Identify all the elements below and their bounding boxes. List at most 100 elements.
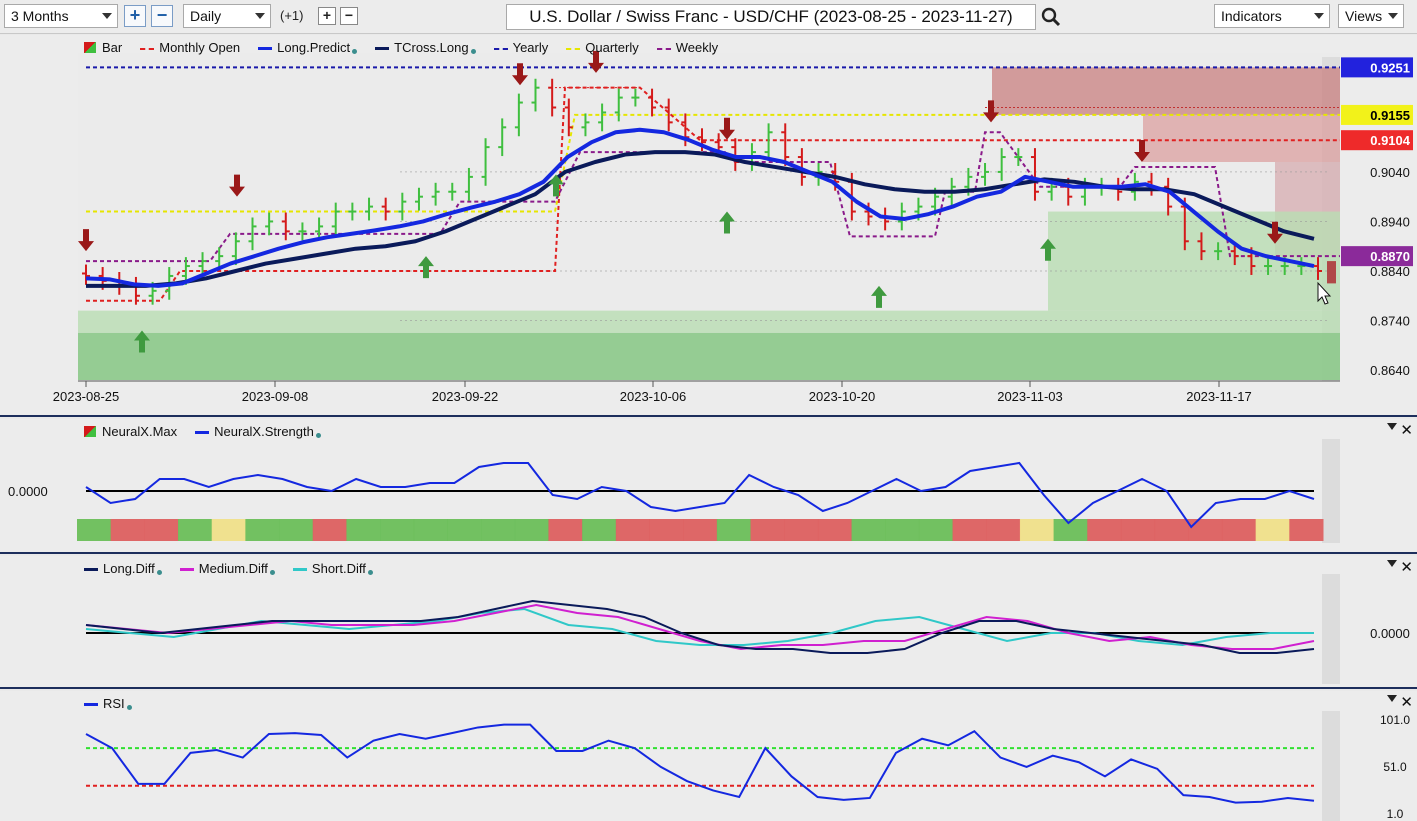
- diff-chart[interactable]: 0.0000: [0, 556, 1417, 689]
- sell-arrow-icon[interactable]: [983, 100, 999, 123]
- legend-swatch: [566, 47, 581, 50]
- buy-arrow-icon[interactable]: [871, 285, 887, 308]
- neuralx-max-segment[interactable]: [279, 519, 314, 541]
- neuralx-max-segment[interactable]: [178, 519, 213, 541]
- close-panel-icon[interactable]: ✕: [1400, 694, 1413, 711]
- settings-dot-icon[interactable]: [156, 570, 162, 575]
- neuralx-max-segment[interactable]: [986, 519, 1021, 541]
- neuralx-max-segment[interactable]: [211, 519, 246, 541]
- close-panel-icon[interactable]: ✕: [1400, 422, 1413, 439]
- rsi-line[interactable]: [85, 723, 1315, 804]
- settings-dot-icon[interactable]: [367, 570, 373, 575]
- settings-dot-icon[interactable]: [269, 570, 275, 575]
- neuralx-max-segment[interactable]: [885, 519, 920, 541]
- close-panel-icon[interactable]: ✕: [1400, 559, 1413, 576]
- neuralx-max-segment[interactable]: [1289, 519, 1324, 541]
- neuralx-max-segment[interactable]: [144, 519, 179, 541]
- views-select[interactable]: Views: [1338, 4, 1404, 28]
- x-axis-tick-label: 2023-11-03: [997, 389, 1063, 404]
- legend-item-neuralx-strength[interactable]: NeuralX.Strength: [195, 424, 321, 439]
- settings-dot-icon[interactable]: [315, 433, 321, 438]
- interval-select[interactable]: Daily: [183, 4, 271, 28]
- legend-item-long-diff[interactable]: Long.Diff: [84, 561, 162, 576]
- sell-arrow-icon[interactable]: [719, 117, 735, 140]
- sell-arrow-icon[interactable]: [1134, 140, 1150, 162]
- legend-item-bar[interactable]: Bar: [84, 40, 122, 55]
- legend-item-short-diff[interactable]: Short.Diff: [292, 561, 373, 576]
- neuralx-max-segment[interactable]: [514, 519, 549, 541]
- neuralx-max-segment[interactable]: [582, 519, 617, 541]
- chart-right-margin: [1322, 574, 1340, 684]
- neuralx-max-segment[interactable]: [1154, 519, 1189, 541]
- settings-dot-icon[interactable]: [126, 705, 132, 710]
- price-chart[interactable]: 0.9040 0.8940 0.8840 0.8740 0.8640 0.9251 0.91…: [0, 35, 1417, 417]
- neuralx-max-segment[interactable]: [649, 519, 684, 541]
- neuralx-max-segment[interactable]: [1221, 519, 1257, 541]
- neuralx-strength-line[interactable]: [85, 461, 1315, 529]
- neuralx-max-segment[interactable]: [346, 519, 381, 541]
- neuralx-max-segment[interactable]: [1053, 519, 1088, 541]
- neuralx-max-segment[interactable]: [312, 519, 347, 541]
- sell-arrow-icon[interactable]: [588, 50, 604, 73]
- buy-arrow-icon[interactable]: [719, 211, 735, 234]
- neuralx-max-segment[interactable]: [481, 519, 516, 541]
- neuralx-max-segment[interactable]: [1019, 519, 1055, 541]
- neuralx-max-segment[interactable]: [548, 519, 583, 541]
- legend-item-neuralx-max[interactable]: NeuralX.Max: [84, 424, 177, 439]
- neuralx-max-segment[interactable]: [1188, 519, 1223, 541]
- neuralx-max-segment[interactable]: [110, 519, 145, 541]
- neuralx-max-segment[interactable]: [952, 519, 987, 541]
- neuralx-max-segment[interactable]: [851, 519, 886, 541]
- legend-item-monthly-open[interactable]: Monthly Open: [140, 40, 240, 55]
- neuralx-max-segment[interactable]: [750, 519, 785, 541]
- neuralx-max-segment[interactable]: [615, 519, 650, 541]
- legend-item-yearly[interactable]: Yearly: [493, 40, 548, 55]
- legend-item-medium-diff[interactable]: Medium.Diff: [179, 561, 275, 576]
- settings-dot-icon[interactable]: [470, 49, 476, 54]
- step-increase-button[interactable]: +: [318, 7, 336, 25]
- settings-dot-icon[interactable]: [352, 49, 358, 54]
- long-predict-line[interactable]: [85, 127, 1315, 288]
- legend-item-rsi[interactable]: RSI: [84, 696, 132, 711]
- neuralx-max-segment[interactable]: [447, 519, 482, 541]
- period-select[interactable]: 3 Months: [4, 4, 118, 28]
- neuralx-max-segment[interactable]: [1255, 519, 1290, 541]
- neuralx-max-segment[interactable]: [784, 519, 819, 541]
- long-diff-line[interactable]: [85, 599, 1315, 654]
- neuralx-max-segment[interactable]: [817, 519, 853, 541]
- legend-item-long-predict[interactable]: Long.Predict: [258, 40, 358, 55]
- symbol-title-field[interactable]: U.S. Dollar / Swiss Franc - USD/CHF (202…: [506, 4, 1036, 30]
- neuralx-max-segment[interactable]: [716, 519, 752, 541]
- rsi-chart[interactable]: 101.0 51.0 1.0: [0, 691, 1417, 821]
- collapse-panel-icon[interactable]: [1387, 423, 1397, 430]
- neuralx-max-segment[interactable]: [245, 519, 280, 541]
- legend-item-tcross-long[interactable]: TCross.Long: [375, 40, 476, 55]
- neuralx-max-segment[interactable]: [380, 519, 415, 541]
- buy-arrow-icon[interactable]: [548, 174, 564, 197]
- zoom-out-button[interactable]: −: [151, 5, 173, 27]
- neuralx-max-segment[interactable]: [683, 519, 718, 541]
- collapse-panel-icon[interactable]: [1387, 560, 1397, 567]
- sell-arrow-icon[interactable]: [1267, 221, 1283, 244]
- sell-arrow-icon[interactable]: [512, 63, 528, 86]
- neuralx-max-segment[interactable]: [1087, 519, 1122, 541]
- collapse-panel-icon[interactable]: [1387, 695, 1397, 702]
- step-decrease-button[interactable]: −: [340, 7, 358, 25]
- buy-arrow-icon[interactable]: [1040, 238, 1056, 261]
- neuralx-max-segment[interactable]: [413, 519, 448, 541]
- interval-value: Daily: [190, 8, 222, 24]
- zoom-in-button[interactable]: +: [124, 5, 146, 27]
- neuralx-max-segment[interactable]: [918, 519, 954, 541]
- neuralx-max-segment[interactable]: [1120, 519, 1156, 541]
- legend-item-weekly[interactable]: Weekly: [656, 40, 718, 55]
- neuralx-max-segment[interactable]: [77, 519, 112, 541]
- indicators-select[interactable]: Indicators: [1214, 4, 1330, 28]
- sell-arrow-icon[interactable]: [78, 229, 94, 252]
- buy-arrow-icon[interactable]: [134, 330, 150, 353]
- neuralx-chart[interactable]: 0.0000: [0, 419, 1417, 554]
- sell-arrow-icon[interactable]: [229, 174, 245, 197]
- medium-diff-line[interactable]: [85, 603, 1315, 651]
- legend-item-quarterly[interactable]: Quarterly: [566, 40, 639, 55]
- search-icon[interactable]: [1040, 6, 1062, 28]
- buy-arrow-icon[interactable]: [418, 256, 434, 279]
